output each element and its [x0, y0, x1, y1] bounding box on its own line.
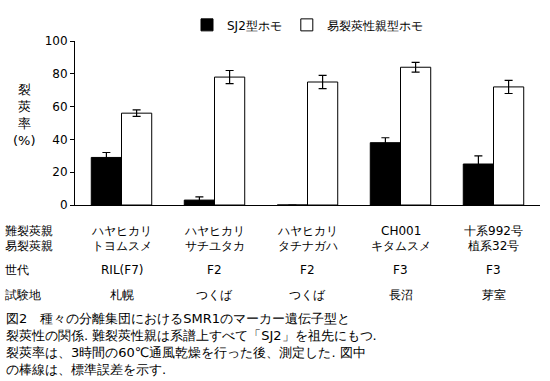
svg-text:ハヤヒカリ: ハヤヒカリ	[184, 224, 245, 238]
svg-text:トヨムスメ: トヨムスメ	[92, 239, 152, 253]
svg-text:難裂莢親: 難裂莢親	[5, 224, 53, 238]
svg-text:十系992号: 十系992号	[464, 224, 523, 238]
svg-text:SJ2型ホモ: SJ2型ホモ	[227, 19, 282, 33]
svg-text:80: 80	[52, 67, 67, 81]
svg-text:長沼: 長沼	[389, 288, 413, 302]
svg-text:20: 20	[52, 165, 67, 179]
svg-text:0: 0	[60, 198, 68, 212]
svg-text:ハヤヒカリ: ハヤヒカリ	[91, 224, 152, 238]
svg-text:100: 100	[45, 34, 68, 48]
svg-text:CH001: CH001	[381, 224, 421, 238]
svg-text:F3: F3	[393, 263, 408, 277]
svg-text:裂莢率(%): 裂莢率(%)	[13, 82, 36, 148]
svg-text:札幌: 札幌	[110, 288, 134, 302]
svg-text:F2: F2	[207, 263, 222, 277]
svg-text:60: 60	[52, 100, 67, 114]
svg-text:ハヤヒカリ: ハヤヒカリ	[277, 224, 338, 238]
svg-text:つくば: つくば	[196, 288, 233, 302]
svg-text:易裂莢性親型ホモ: 易裂莢性親型ホモ	[327, 19, 423, 33]
svg-text:F3: F3	[486, 263, 501, 277]
svg-text:F2: F2	[300, 263, 315, 277]
svg-text:キタムスメ: キタムスメ	[371, 239, 431, 253]
svg-text:40: 40	[52, 133, 67, 147]
svg-text:図2 種々の分離集団におけるSMR1のマーカー遺伝子型と裂莢: 図2 種々の分離集団におけるSMR1のマーカー遺伝子型と裂莢性の関係. 難裂莢性…	[6, 311, 377, 377]
svg-text:世代: 世代	[5, 263, 29, 277]
svg-text:サチユタカ: サチユタカ	[185, 239, 245, 253]
svg-text:つくば: つくば	[289, 288, 326, 302]
svg-text:RIL(F7): RIL(F7)	[101, 263, 143, 277]
svg-text:植系32号: 植系32号	[468, 239, 519, 253]
svg-text:芽室: 芽室	[482, 288, 506, 302]
svg-text:試験地: 試験地	[5, 288, 41, 302]
svg-text:易裂莢親: 易裂莢親	[5, 239, 53, 253]
svg-text:タチナガハ: タチナガハ	[278, 239, 338, 253]
